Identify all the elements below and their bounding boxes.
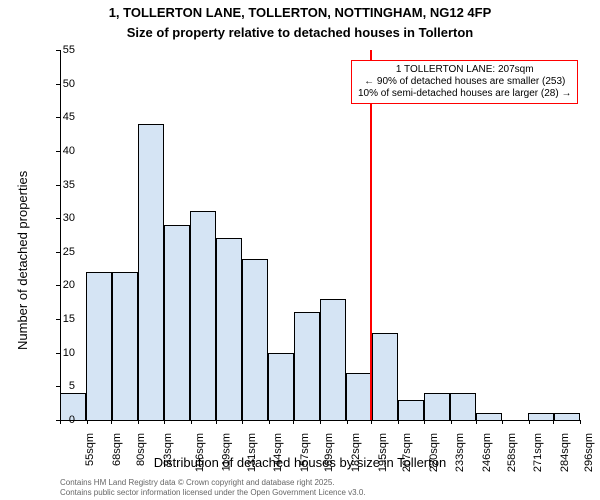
- histogram-bar: [86, 272, 112, 420]
- histogram-bar: [476, 413, 502, 420]
- x-tick-label: 106sqm: [195, 433, 207, 472]
- x-tick-label: 93sqm: [162, 433, 174, 466]
- annotation-box: 1 TOLLERTON LANE: 207sqm← 90% of detache…: [351, 60, 578, 104]
- chart-title-line2: Size of property relative to detached ho…: [0, 25, 600, 40]
- y-tick-label: 20: [45, 279, 75, 291]
- x-tick-label: 284sqm: [559, 433, 571, 472]
- plot-area: 55sqm68sqm80sqm93sqm106sqm119sqm131sqm14…: [60, 50, 580, 420]
- x-axis-line: [60, 420, 580, 421]
- histogram-bar: [112, 272, 138, 420]
- footer-attribution: Contains HM Land Registry data © Crown c…: [60, 478, 366, 497]
- annotation-line: ← 90% of detached houses are smaller (25…: [358, 76, 571, 88]
- y-tick-label: 35: [45, 179, 75, 191]
- y-tick-label: 15: [45, 313, 75, 325]
- x-tick-label: 271sqm: [532, 433, 544, 472]
- y-tick-label: 45: [45, 111, 75, 123]
- histogram-bar: [190, 211, 216, 420]
- y-axis-label: Number of detached properties: [15, 171, 30, 350]
- footer-line2: Contains public sector information licen…: [60, 488, 366, 498]
- y-tick-label: 25: [45, 246, 75, 258]
- histogram-bar: [450, 393, 476, 420]
- x-tick-label: 220sqm: [428, 433, 440, 472]
- histogram-bar: [554, 413, 580, 420]
- x-tick-label: 195sqm: [377, 433, 389, 472]
- y-tick-label: 0: [45, 414, 75, 426]
- histogram-bar: [294, 312, 320, 420]
- histogram-bar: [216, 238, 242, 420]
- chart-container: 1, TOLLERTON LANE, TOLLERTON, NOTTINGHAM…: [0, 0, 600, 500]
- histogram-bar: [242, 259, 268, 420]
- x-tick-label: 296sqm: [584, 433, 596, 472]
- y-tick-label: 50: [45, 78, 75, 90]
- histogram-bar: [398, 400, 424, 420]
- x-tick-label: 169sqm: [324, 433, 336, 472]
- x-tick-label: 80sqm: [135, 433, 147, 466]
- histogram-bar: [320, 299, 346, 420]
- annotation-line: 10% of semi-detached houses are larger (…: [358, 88, 571, 100]
- x-tick-label: 55sqm: [84, 433, 96, 466]
- y-tick-label: 5: [45, 380, 75, 392]
- x-tick-label: 182sqm: [350, 433, 362, 472]
- x-tick-label: 233sqm: [455, 433, 467, 472]
- x-tick-label: 207sqm: [401, 433, 413, 472]
- reference-line: [370, 50, 372, 420]
- y-tick-label: 40: [45, 145, 75, 157]
- footer-line1: Contains HM Land Registry data © Crown c…: [60, 478, 366, 488]
- histogram-bar: [164, 225, 190, 420]
- x-tick-label: 258sqm: [506, 433, 518, 472]
- y-tick-label: 55: [45, 44, 75, 56]
- annotation-line: 1 TOLLERTON LANE: 207sqm: [358, 64, 571, 76]
- y-tick-label: 30: [45, 212, 75, 224]
- histogram-bar: [346, 373, 372, 420]
- histogram-bar: [528, 413, 554, 420]
- histogram-bar: [268, 353, 294, 420]
- y-axis-line: [60, 50, 61, 420]
- histogram-bar: [424, 393, 450, 420]
- x-tick-mark: [580, 420, 581, 424]
- x-tick-label: 144sqm: [272, 433, 284, 472]
- x-tick-label: 157sqm: [299, 433, 311, 472]
- x-tick-label: 131sqm: [246, 433, 258, 472]
- histogram-bar: [138, 124, 164, 420]
- x-tick-label: 119sqm: [220, 433, 232, 471]
- chart-title-line1: 1, TOLLERTON LANE, TOLLERTON, NOTTINGHAM…: [0, 5, 600, 20]
- y-tick-label: 10: [45, 347, 75, 359]
- x-tick-label: 246sqm: [481, 433, 493, 472]
- histogram-bar: [372, 333, 398, 420]
- x-tick-label: 68sqm: [111, 433, 123, 466]
